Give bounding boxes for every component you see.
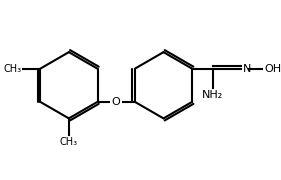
Text: OH: OH (264, 64, 281, 74)
Text: NH₂: NH₂ (202, 91, 224, 100)
Text: CH₃: CH₃ (3, 64, 21, 74)
Text: CH₃: CH₃ (60, 137, 78, 147)
Text: O: O (112, 97, 121, 107)
Text: N: N (243, 64, 252, 74)
